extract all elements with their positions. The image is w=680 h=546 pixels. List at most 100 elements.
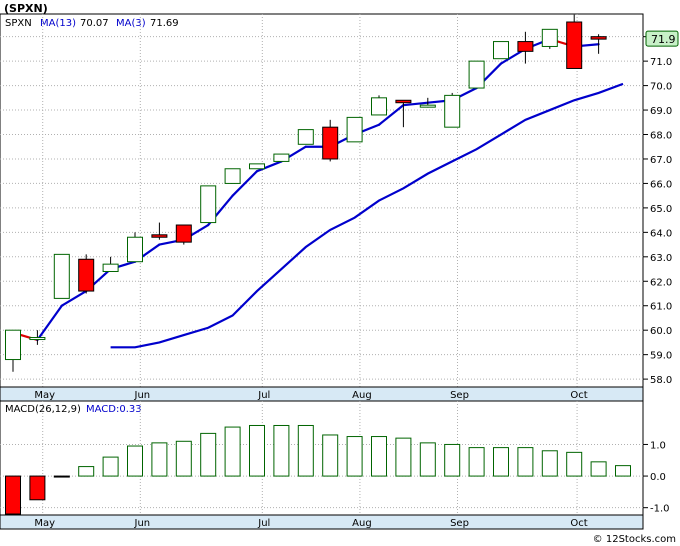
macd-bar xyxy=(127,445,143,477)
macd-bar xyxy=(29,475,46,501)
last-price-badge-bg xyxy=(645,30,679,47)
candle-body xyxy=(419,104,436,108)
macd-legend: MACD(26,12,9) MACD:0.33 xyxy=(5,404,142,415)
macd-bar xyxy=(541,450,558,477)
macd-bar xyxy=(151,442,168,477)
candle-body xyxy=(297,129,314,145)
candle-body xyxy=(29,337,46,341)
macd-bar xyxy=(78,466,95,477)
candle-body xyxy=(517,41,534,52)
ma3-segment xyxy=(231,170,259,197)
candle-body xyxy=(78,258,95,292)
macd-bar xyxy=(53,475,70,478)
macd-bar xyxy=(493,447,509,477)
month-label: Aug xyxy=(352,390,372,401)
candle xyxy=(29,330,46,345)
price-tick-label: 67.0 xyxy=(650,155,672,166)
candle xyxy=(5,329,21,372)
price-month-labels: May Jun Jul Aug Sep Oct xyxy=(34,390,587,401)
macd-bar xyxy=(273,424,290,477)
price-month-strip xyxy=(0,386,644,402)
ma13-line xyxy=(110,82,624,349)
price-tick-label: 64.0 xyxy=(650,228,672,239)
candle xyxy=(493,41,509,60)
last-price-badge: 71.9 xyxy=(645,30,679,47)
price-tick-label: 60.0 xyxy=(650,326,672,337)
candle-body xyxy=(493,41,509,60)
month-label: Sep xyxy=(450,390,469,401)
price-tick-label: 63.0 xyxy=(650,253,672,264)
candle xyxy=(53,253,70,299)
candle xyxy=(566,14,583,69)
candle xyxy=(127,232,143,263)
price-gridlines xyxy=(0,14,643,387)
price-y-axis: 58.0 59.0 60.0 61.0 62.0 63.0 64.0 65.0 66.0 67.0… xyxy=(643,33,672,386)
macd-bar xyxy=(371,436,387,477)
macd-bar xyxy=(224,426,241,477)
candle xyxy=(78,254,95,294)
watermark: © 12Stocks.com xyxy=(593,534,676,545)
candle xyxy=(371,95,387,116)
macd-label: MACD(26,12,9) xyxy=(5,404,81,415)
candle-body xyxy=(200,185,217,224)
price-panel-frame xyxy=(0,13,644,388)
macd-tick-label: 1.0 xyxy=(650,440,666,451)
legend-ma3-value: 71.69 xyxy=(150,18,179,29)
candle-body xyxy=(5,329,21,361)
price-tick-label: 66.0 xyxy=(650,179,672,190)
macd-bar xyxy=(5,475,21,515)
macd-bar xyxy=(102,456,119,477)
candles xyxy=(5,14,607,372)
candle xyxy=(151,222,168,240)
month-label: Jun xyxy=(134,390,151,401)
candle-body xyxy=(151,234,168,238)
candle-body xyxy=(249,163,265,170)
macd-tick-label: -1.0 xyxy=(650,504,670,515)
macd-bar xyxy=(297,424,314,477)
macd-bar xyxy=(566,451,583,477)
macd-bars xyxy=(5,424,631,515)
ma3-segment xyxy=(402,101,429,107)
candle xyxy=(200,185,217,224)
macd-bar xyxy=(249,424,265,477)
candle-body xyxy=(590,36,607,40)
ma3-segment xyxy=(36,304,63,342)
macd-month-strip xyxy=(0,514,644,530)
macd-bar xyxy=(468,447,485,477)
candle-body xyxy=(541,28,558,47)
month-label: Oct xyxy=(570,390,587,401)
candle-body xyxy=(444,94,461,128)
candle xyxy=(224,168,241,184)
macd-tick-label: 0.0 xyxy=(650,472,666,483)
candle-body xyxy=(371,97,387,116)
candle-body xyxy=(322,126,339,160)
legend-symbol: SPXN xyxy=(5,18,32,29)
price-tick-label: 62.0 xyxy=(650,277,672,288)
month-label: Aug xyxy=(352,518,372,529)
macd-y-axis: 1.0 0.0 -1.0 xyxy=(643,440,670,515)
chart-title: (SPXN) xyxy=(4,2,48,15)
macd-bar xyxy=(395,437,412,477)
candle xyxy=(468,60,485,89)
macd-bar xyxy=(590,461,607,477)
macd-bar xyxy=(175,440,192,477)
candle xyxy=(249,163,265,170)
price-tick-label: 61.0 xyxy=(650,302,672,313)
price-legend: SPXN MA(13) 70.07 MA(3) 71.69 xyxy=(5,18,179,29)
candle-body xyxy=(127,236,143,263)
candle-body xyxy=(224,168,241,184)
candle-body xyxy=(395,99,412,104)
month-label: May xyxy=(34,518,55,529)
candle xyxy=(419,97,436,108)
macd-bar xyxy=(200,432,217,477)
macd-bar xyxy=(419,442,436,477)
month-label: May xyxy=(34,390,55,401)
candle-body xyxy=(346,116,363,143)
price-tick-label: 58.0 xyxy=(650,375,672,386)
macd-bar xyxy=(322,434,339,477)
legend-ma13-value: 70.07 xyxy=(80,18,109,29)
legend-ma13-label: MA(13) xyxy=(40,18,76,29)
candle xyxy=(273,153,290,162)
candle xyxy=(175,224,192,245)
